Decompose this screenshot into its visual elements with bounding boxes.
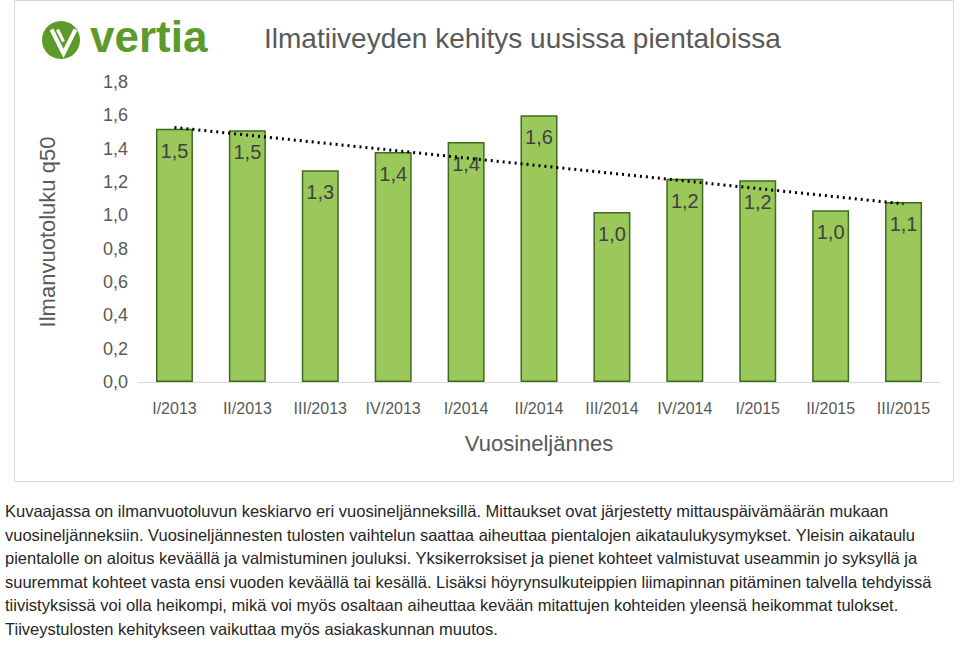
svg-text:1,3: 1,3 xyxy=(306,181,334,203)
svg-text:1,2: 1,2 xyxy=(103,172,128,192)
svg-text:Vuosineljännes: Vuosineljännes xyxy=(465,431,613,456)
svg-text:1,6: 1,6 xyxy=(525,126,553,148)
svg-text:1,2: 1,2 xyxy=(744,191,772,213)
svg-text:II/2013: II/2013 xyxy=(223,400,272,417)
svg-text:Ilmatiiveyden kehitys uusissa: Ilmatiiveyden kehitys uusissa pientalois… xyxy=(264,23,781,54)
svg-text:III/2013: III/2013 xyxy=(294,400,347,417)
svg-text:vertia: vertia xyxy=(90,12,208,61)
svg-text:I/2013: I/2013 xyxy=(152,400,197,417)
svg-text:1,0: 1,0 xyxy=(103,205,128,225)
svg-text:1,1: 1,1 xyxy=(890,213,918,235)
svg-text:IV/2013: IV/2013 xyxy=(366,400,421,417)
svg-text:0,4: 0,4 xyxy=(103,305,128,325)
svg-text:IV/2014: IV/2014 xyxy=(657,400,712,417)
svg-text:I/2014: I/2014 xyxy=(444,400,489,417)
svg-text:0,6: 0,6 xyxy=(103,272,128,292)
svg-text:1,0: 1,0 xyxy=(598,223,626,245)
svg-text:1,4: 1,4 xyxy=(103,139,128,159)
svg-text:II/2014: II/2014 xyxy=(515,400,564,417)
svg-text:0,0: 0,0 xyxy=(103,372,128,392)
svg-text:1,4: 1,4 xyxy=(379,163,407,185)
svg-text:1,5: 1,5 xyxy=(233,141,261,163)
svg-text:II/2015: II/2015 xyxy=(806,400,855,417)
svg-text:I/2015: I/2015 xyxy=(735,400,780,417)
svg-text:1,2: 1,2 xyxy=(671,190,699,212)
svg-text:1,8: 1,8 xyxy=(103,72,128,92)
svg-text:0,8: 0,8 xyxy=(103,239,128,259)
svg-text:III/2014: III/2014 xyxy=(585,400,638,417)
svg-text:III/2015: III/2015 xyxy=(877,400,930,417)
svg-text:Ilmanvuotoluku q50: Ilmanvuotoluku q50 xyxy=(35,137,60,328)
svg-text:0,2: 0,2 xyxy=(103,339,128,359)
svg-text:1,4: 1,4 xyxy=(452,153,480,175)
svg-text:1,5: 1,5 xyxy=(161,140,189,162)
svg-text:1,6: 1,6 xyxy=(103,105,128,125)
svg-text:1,0: 1,0 xyxy=(817,221,845,243)
html-text:Kuvaajassa on ilmanvuotoluvun: Kuvaajassa on ilmanvuotoluvun keskiarvo … xyxy=(5,502,932,638)
